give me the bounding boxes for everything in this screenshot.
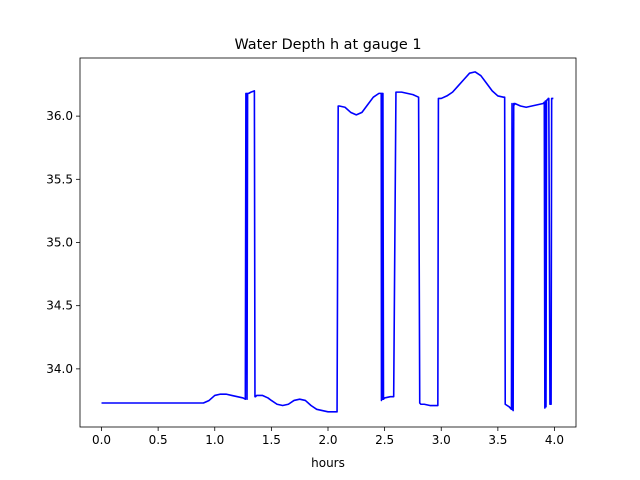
- x-tick-label: 3.0: [432, 433, 451, 447]
- y-tick-label: 36.0: [46, 109, 73, 123]
- y-tick-label: 34.5: [46, 299, 73, 313]
- x-tick-label: 3.5: [488, 433, 507, 447]
- plot-area: [101, 71, 554, 413]
- x-axis-label: hours: [311, 456, 345, 470]
- x-tick-label: 4.0: [545, 433, 564, 447]
- series-line-0: [101, 71, 554, 413]
- x-tick-label: 0.0: [92, 433, 111, 447]
- y-tick-label: 34.0: [46, 362, 73, 376]
- x-tick-label: 1.0: [205, 433, 224, 447]
- y-tick-label: 35.5: [46, 172, 73, 186]
- x-tick-label: 0.5: [149, 433, 168, 447]
- y-tick-label: 35.0: [46, 236, 73, 250]
- plot-frame: [79, 57, 577, 428]
- x-axis: 0.0 0.5 1.0 1.5 2.0 2.5 3.0 3.5 4.0: [92, 427, 564, 447]
- chart-title: Water Depth h at gauge 1: [234, 37, 421, 53]
- y-axis: 34.0 34.5 35.0 35.5 36.0: [46, 109, 80, 376]
- x-tick-label: 2.5: [375, 433, 394, 447]
- x-tick-label: 1.5: [262, 433, 281, 447]
- x-tick-label: 2.0: [318, 433, 337, 447]
